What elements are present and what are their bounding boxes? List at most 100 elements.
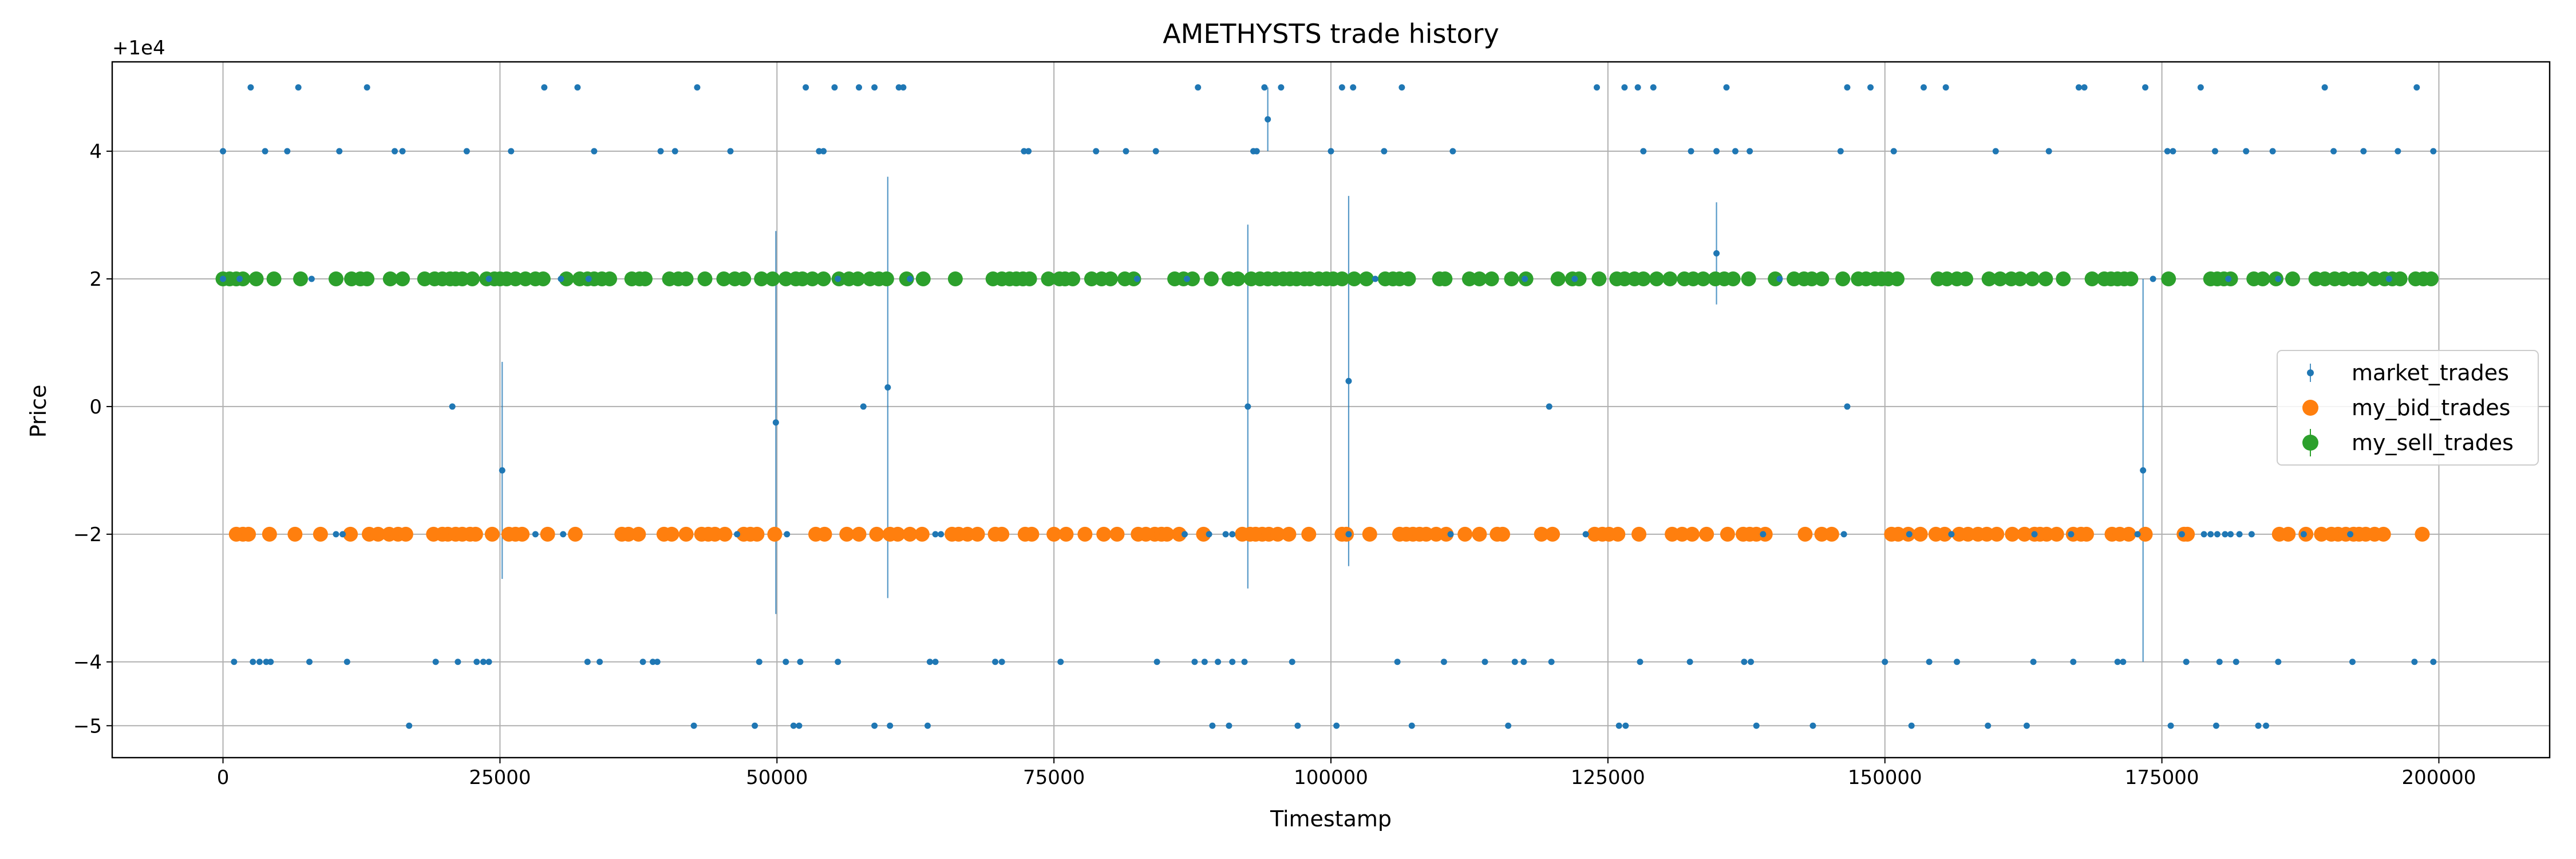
market-trade-point — [1906, 531, 1913, 538]
market-trade-point — [895, 84, 902, 91]
market-trade-point — [1713, 250, 1720, 257]
market-trade-point — [1229, 659, 1236, 665]
market-trade-point — [1505, 722, 1512, 729]
market-trade-point — [1123, 148, 1129, 155]
market-trade-point — [1278, 84, 1285, 91]
sell-trade-point — [2161, 271, 2176, 286]
market-trade-point — [2411, 659, 2418, 665]
market-trade-point — [236, 275, 243, 282]
market-trade-point — [1057, 659, 1064, 665]
y-tick-label: 0 — [89, 396, 102, 419]
sell-trade-point — [1041, 271, 1056, 286]
market-trade-point — [1408, 722, 1415, 729]
market-trade-point — [1948, 531, 1955, 538]
market-trade-point — [2243, 148, 2250, 155]
sell-trade-point — [1993, 271, 2008, 286]
market-trade-point — [220, 275, 227, 282]
market-trade-point — [2385, 275, 2392, 282]
market-trade-point — [2395, 148, 2401, 155]
market-trade-point — [267, 659, 274, 665]
market-trade-point — [932, 531, 939, 538]
market-trade-point — [1713, 148, 1720, 155]
market-trade-point — [783, 659, 789, 665]
market-trade-point — [1809, 722, 1816, 729]
market-trade-point — [1215, 659, 1222, 665]
market-trade-point — [343, 659, 350, 665]
sell-trade-point — [736, 271, 752, 286]
market-trade-point — [2233, 659, 2239, 665]
bid-points — [228, 526, 2430, 542]
sell-trade-point — [2056, 271, 2071, 286]
sell-trade-point — [1185, 271, 1200, 286]
market-trade-point — [295, 84, 302, 91]
bid-trade-point — [241, 526, 256, 542]
legend-label-my-sell-trades: my_sell_trades — [2352, 430, 2514, 455]
market-trade-point — [1133, 275, 1140, 282]
y-tick-label: 4 — [89, 140, 102, 163]
bid-trade-point — [1109, 526, 1125, 542]
market-trade-point — [1920, 84, 1927, 91]
market-trade-point — [820, 148, 827, 155]
bid-trade-point — [2376, 526, 2391, 542]
market-trade-point — [835, 659, 841, 665]
x-tick-label: 100000 — [1294, 766, 1368, 789]
bid-trade-point — [1937, 526, 1953, 542]
market-trade-point — [2045, 148, 2052, 155]
bid-trade-point — [1270, 526, 1286, 542]
y-offset-label: +1e4 — [112, 37, 165, 60]
market-trade-point — [926, 659, 933, 665]
market-trade-point — [1398, 84, 1405, 91]
bid-trade-point — [1684, 526, 1700, 542]
bid-trade-point — [540, 526, 555, 542]
sell-trade-point — [1126, 271, 1141, 286]
sell-trade-point — [805, 271, 820, 286]
bid-trade-point — [1171, 526, 1187, 542]
market-trade-point — [1195, 84, 1202, 91]
bid-trade-point — [468, 526, 483, 542]
sell-trade-point — [899, 271, 914, 286]
market-trade-point — [2140, 467, 2147, 474]
market-trade-point — [480, 659, 487, 665]
market-trade-point — [541, 84, 548, 91]
market-trade-point — [2178, 531, 2185, 538]
market-trade-point — [2134, 531, 2141, 538]
sell-trade-point — [1437, 271, 1453, 286]
market-trade-point — [803, 84, 809, 91]
market-trade-point — [2236, 531, 2243, 538]
sell-trade-point — [2123, 271, 2139, 286]
market-trade-point — [1152, 148, 1159, 155]
market-trade-point — [1394, 659, 1401, 665]
market-trade-point — [752, 722, 758, 729]
market-trade-point — [796, 722, 803, 729]
market-trade-point — [2120, 659, 2127, 665]
market-trade-point — [2030, 659, 2037, 665]
sell-trade-point — [1591, 271, 1607, 286]
market-trade-point — [1244, 403, 1251, 410]
bid-trade-point — [2138, 526, 2153, 542]
x-tick-label: 200000 — [2402, 766, 2476, 789]
market-trade-point — [1183, 275, 1190, 282]
sell-trade-point — [2012, 271, 2028, 286]
market-trade-point — [2070, 659, 2077, 665]
legend-handle-marker — [2307, 369, 2314, 376]
market-trade-point — [1229, 531, 1236, 538]
market-trade-point — [432, 659, 439, 665]
market-trade-point — [900, 84, 907, 91]
sell-trade-point — [535, 271, 551, 286]
legend-handle-marker — [2302, 435, 2318, 451]
market-trade-point — [884, 384, 891, 391]
sell-trade-point — [1662, 271, 1678, 286]
bid-trade-point — [313, 526, 328, 542]
sell-trade-point — [1635, 271, 1651, 286]
sell-trade-point — [1571, 271, 1587, 286]
sell-trade-point — [2084, 271, 2100, 286]
market-trade-point — [1206, 531, 1212, 538]
market-trade-point — [1882, 659, 1888, 665]
sell-trade-point — [1835, 271, 1851, 286]
market-trade-point — [816, 148, 823, 155]
market-trade-point — [2222, 531, 2229, 538]
bid-trade-point — [749, 526, 765, 542]
market-trade-point — [399, 148, 406, 155]
sell-trade-point — [2392, 271, 2408, 286]
